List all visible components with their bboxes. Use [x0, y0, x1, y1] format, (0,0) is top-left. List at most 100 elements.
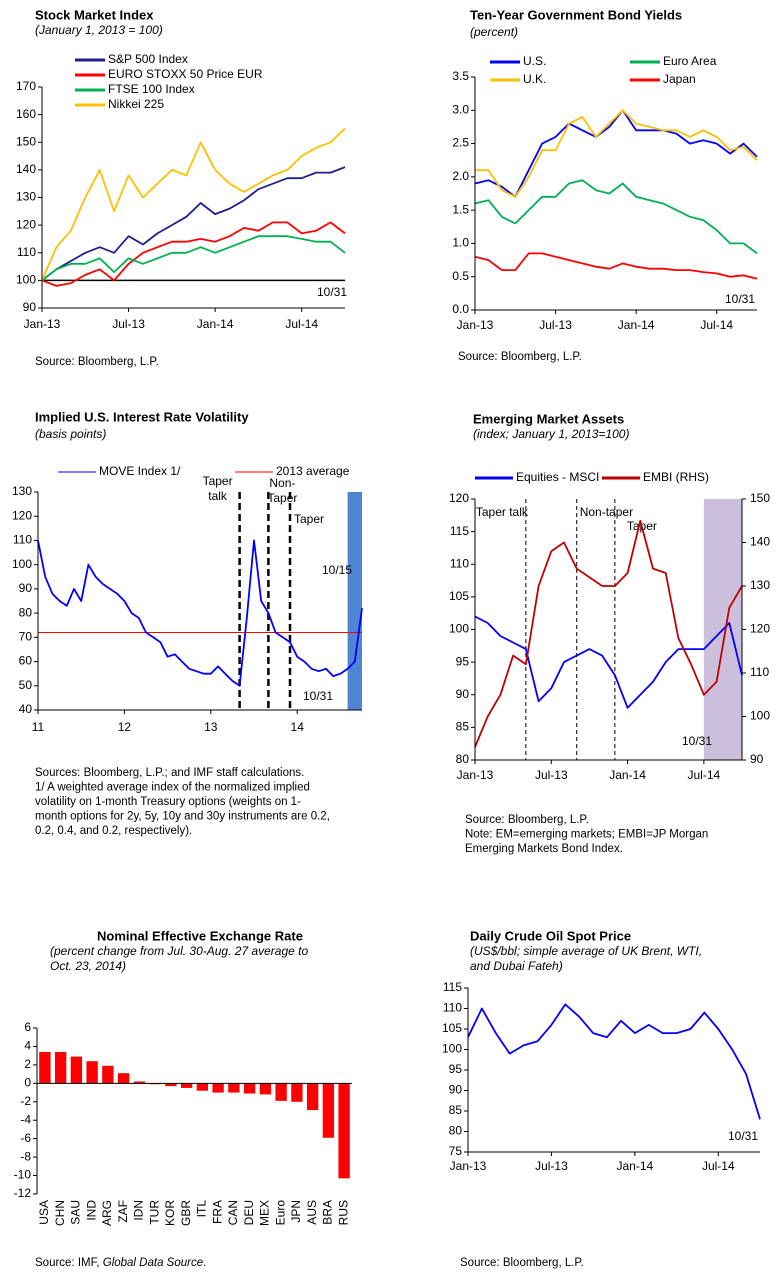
y-tick-label: 80: [456, 752, 470, 766]
event-label: talk: [208, 489, 228, 503]
y-tick-label: 150: [16, 134, 36, 148]
x-tick-label: USA: [37, 1200, 51, 1225]
bar: [117, 1073, 130, 1084]
series-line: [474, 615, 743, 709]
x-tick-label: MEX: [258, 1200, 272, 1226]
bar: [86, 1061, 98, 1084]
end-label: 10/31: [317, 285, 347, 299]
bar: [102, 1065, 114, 1084]
x-tick-label: BRA: [321, 1200, 335, 1225]
x-tick-label: Euro: [273, 1200, 287, 1226]
y-tick-label: 6: [24, 1020, 31, 1034]
series-line: [41, 166, 346, 282]
bar: [70, 1056, 83, 1084]
y-tick-label: -10: [14, 1168, 32, 1182]
bar: [338, 1083, 350, 1179]
bar: [39, 1051, 51, 1084]
x-tick-label: Jul-13: [539, 318, 572, 332]
y-tick-label: 2.0: [452, 169, 469, 183]
chart-subtitle: (index; January 1, 2013=100): [473, 427, 629, 441]
y-tick-label: 140: [16, 162, 36, 176]
x-tick-label: Jan-14: [618, 318, 655, 332]
x-tick-label: Jul-13: [112, 317, 145, 331]
x-tick-label: FRA: [210, 1200, 224, 1224]
y-tick-label: 90: [449, 1083, 463, 1097]
source: Source: Bloomberg, L.P.: [465, 814, 589, 826]
chart-subtitle: and Dubai Fateh): [470, 959, 563, 973]
end-label: 10/31: [682, 734, 712, 748]
chart-subtitle: (percent): [470, 25, 518, 39]
legend-label: Euro Area: [663, 54, 717, 68]
note: Emerging Markets Bond Index.: [465, 843, 623, 855]
y-tick-label: 2: [24, 1057, 31, 1071]
x-tick-label: Jan-14: [197, 317, 234, 331]
y2-tick-label: 120: [750, 622, 770, 636]
x-tick-label: Jul-14: [285, 317, 318, 331]
bar: [228, 1083, 240, 1093]
x-tick-label: IND: [84, 1200, 98, 1221]
x-tick-label: KOR: [163, 1200, 177, 1226]
source: Source: Bloomberg, L.P.: [460, 1257, 584, 1269]
note: month options for 2y, 5y, 10y and 30y in…: [35, 811, 330, 823]
y-tick-label: 115: [450, 524, 469, 538]
x-tick-label: ARG: [100, 1200, 114, 1226]
y-tick-label: 90: [19, 581, 33, 595]
y2-tick-label: 100: [750, 709, 770, 723]
bar: [275, 1083, 287, 1101]
legend-label: Nikkei 225: [108, 97, 164, 111]
y2-tick-label: 90: [750, 752, 764, 766]
bar: [54, 1051, 67, 1084]
y-tick-label: 85: [456, 720, 470, 734]
y-tick-label: 75: [449, 1144, 463, 1158]
legend-label: S&P 500 Index: [108, 52, 188, 66]
y-tick-label: 130: [12, 484, 32, 498]
y-tick-label: 0.0: [452, 302, 469, 316]
x-tick-label: 14: [291, 720, 305, 734]
source: Sources: Bloomberg, L.P.; and IMF staff …: [35, 767, 304, 779]
chart-title: Nominal Effective Exchange Rate: [97, 928, 303, 943]
note: Note: EM=emerging markets; EMBI=JP Morga…: [465, 829, 708, 841]
y-tick-label: 1.5: [452, 202, 469, 216]
chart-title: Emerging Market Assets: [473, 411, 624, 426]
legend-label: U.S.: [523, 54, 546, 68]
legend-label: 2013 average: [276, 464, 350, 478]
x-tick-label: Jul-14: [702, 1159, 735, 1173]
y-tick-label: 160: [16, 107, 36, 121]
series-line: [474, 179, 758, 255]
y2-tick-label: 140: [750, 535, 770, 549]
chart-subtitle: (basis points): [35, 427, 106, 441]
chart-subtitle: (US$/bbl; simple average of UK Brent, WT…: [470, 944, 702, 958]
x-tick-label: AUS: [305, 1200, 319, 1225]
y-tick-label: 0.5: [452, 269, 469, 283]
bar: [196, 1083, 209, 1091]
x-tick-label: Jan-14: [617, 1159, 654, 1173]
y-tick-label: -6: [20, 1131, 31, 1145]
x-tick-label: JPN: [289, 1200, 303, 1223]
x-tick-label: Jan-13: [450, 1159, 487, 1173]
legend-label: MOVE Index 1/: [99, 464, 181, 478]
bar: [259, 1083, 272, 1095]
y-tick-label: -12: [14, 1186, 32, 1200]
bar: [212, 1083, 224, 1093]
series-line: [41, 127, 346, 281]
x-tick-label: SAU: [69, 1200, 83, 1225]
note: 0.2, 0.4, and 0.2, respectively).: [35, 825, 192, 837]
event-label: Taper: [294, 512, 324, 526]
y-tick-label: 110: [17, 245, 36, 259]
y-tick-label: 120: [12, 508, 32, 522]
x-tick-label: DEU: [242, 1200, 256, 1225]
y-tick-label: 105: [442, 1021, 462, 1035]
y-tick-label: -4: [20, 1112, 31, 1126]
legend-label: U.K.: [523, 72, 546, 86]
chart-title: Implied U.S. Interest Rate Volatility: [35, 409, 249, 424]
end-label: 10/31: [728, 1129, 758, 1143]
bar: [291, 1083, 303, 1102]
chart-subtitle: Oct. 23, 2014): [50, 959, 126, 973]
series-line: [475, 109, 758, 198]
y-tick-label: 90: [23, 300, 37, 314]
x-tick-label: ZAF: [116, 1200, 130, 1223]
y-tick-label: 4: [24, 1039, 31, 1053]
series-line: [41, 235, 346, 282]
legend-label: Japan: [663, 72, 696, 86]
x-tick-label: 12: [118, 720, 132, 734]
